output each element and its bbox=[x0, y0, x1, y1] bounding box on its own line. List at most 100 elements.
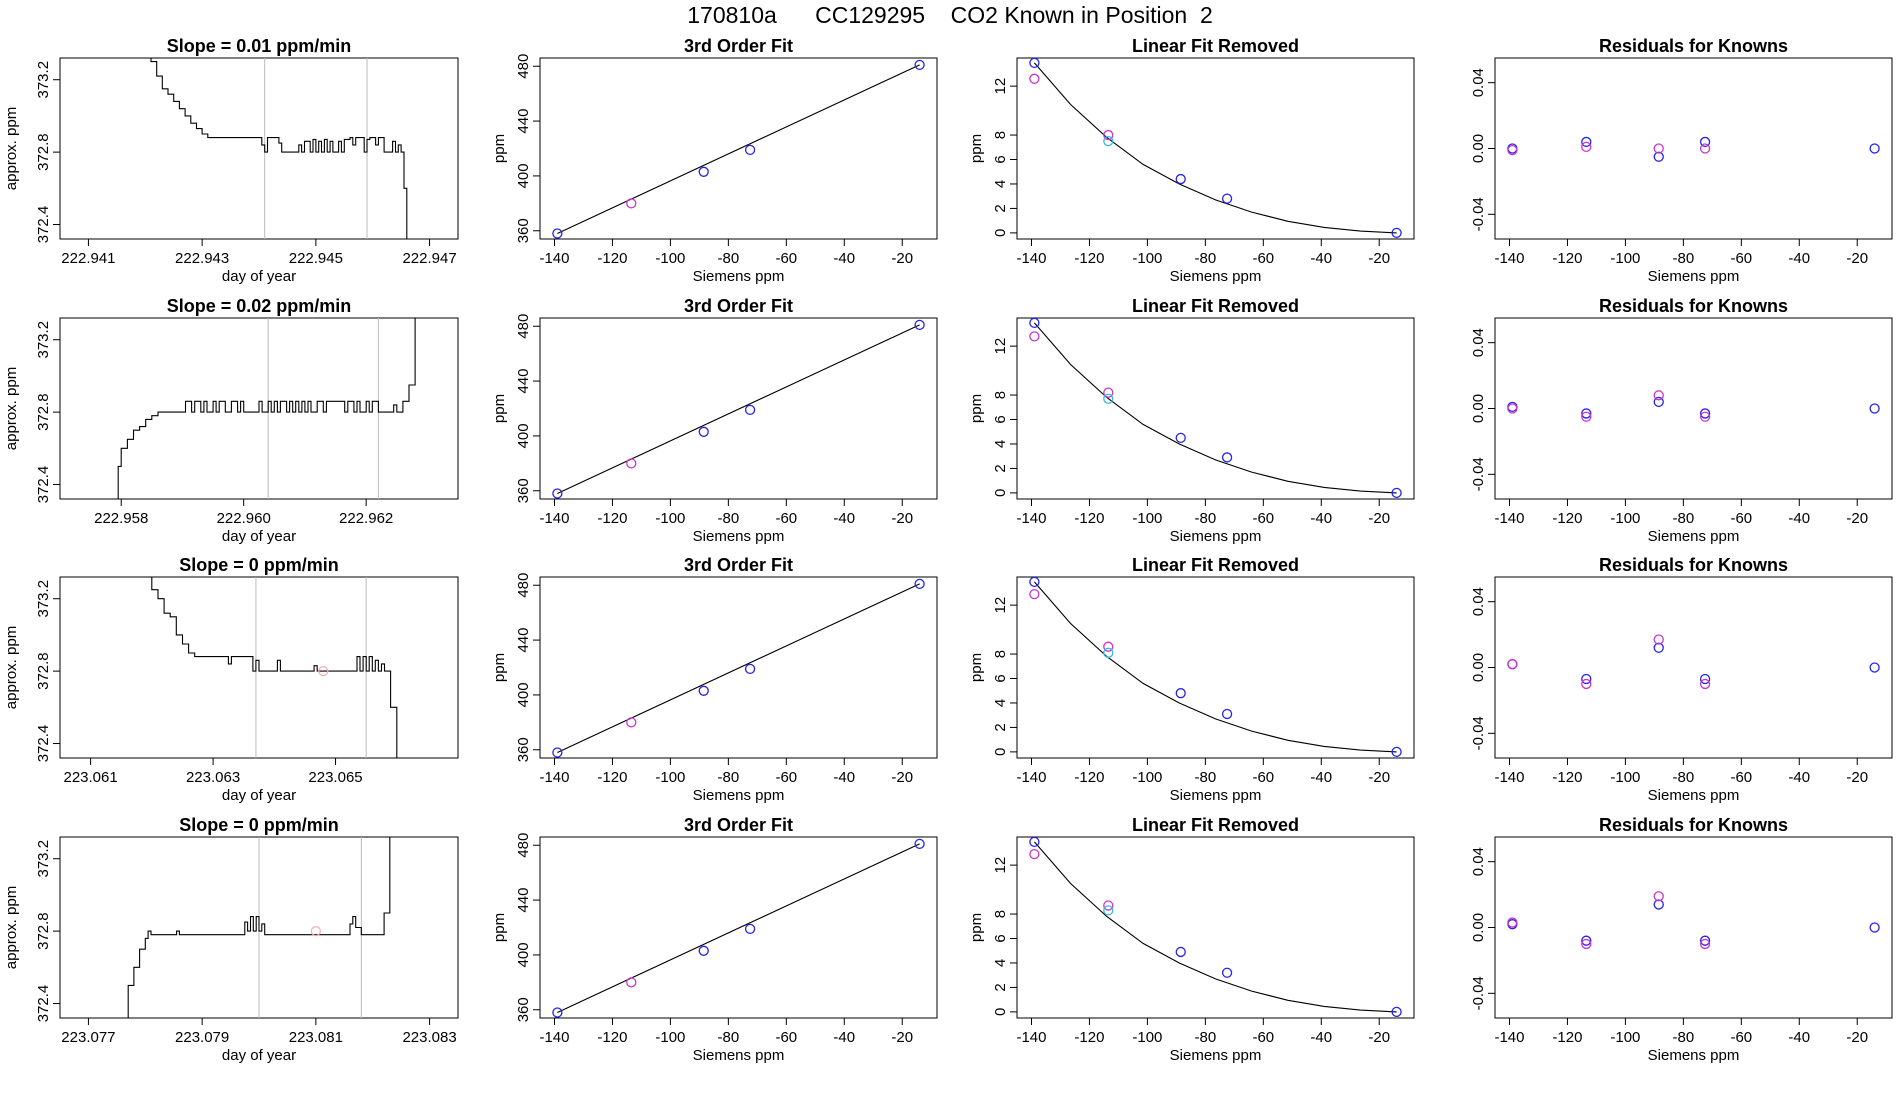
y-tick-label: 440 bbox=[515, 888, 532, 913]
x-tick-label: -80 bbox=[1195, 250, 1217, 267]
x-tick-label: 222.947 bbox=[402, 250, 456, 267]
y-tick-label: 4 bbox=[992, 440, 1009, 448]
data-point-blue bbox=[1699, 136, 1711, 148]
data-point-blue bbox=[1221, 708, 1233, 720]
x-axis-label: day of year bbox=[222, 528, 296, 545]
x-tick-label: 223.065 bbox=[308, 769, 362, 786]
y-tick-label: 12 bbox=[992, 597, 1009, 614]
panel-3-4: Residuals for Knowns -140 -120 -100 -80 -60 -4… bbox=[1470, 555, 1893, 804]
y-axis-label: ppm bbox=[491, 394, 508, 423]
x-tick-label: -100 bbox=[1132, 510, 1162, 527]
panel-title: Slope = 0.02 ppm/min bbox=[167, 296, 352, 316]
data-point-magenta bbox=[1581, 411, 1592, 422]
panel-title: Residuals for Knowns bbox=[1599, 36, 1788, 56]
x-tick-label: -140 bbox=[539, 1029, 569, 1046]
data-point-blue bbox=[1699, 673, 1711, 685]
panel-3-1: Slope = 0 ppm/min 223.061 223.063 223.065 da… bbox=[3, 555, 459, 804]
panel-title: 3rd Order Fit bbox=[684, 555, 793, 575]
plot-frame bbox=[1016, 317, 1415, 500]
x-tick-label: -100 bbox=[1132, 1029, 1162, 1046]
plot-area bbox=[1507, 136, 1880, 162]
x-tick-label: -60 bbox=[1730, 769, 1752, 786]
panel-4-2: 3rd Order Fit -140 -120 -100 -80 -60 -40 -20 Sie… bbox=[491, 815, 938, 1064]
x-tick-label: -40 bbox=[1310, 1029, 1332, 1046]
plot-frame bbox=[539, 576, 938, 759]
y-tick-label: 0 bbox=[992, 489, 1009, 497]
x-axis-label: day of year bbox=[222, 268, 296, 285]
data-point-blue bbox=[1653, 642, 1664, 653]
page-title: 170810a CC129295 CO2 Known in Position 2 bbox=[687, 2, 1213, 28]
x-tick-label: -60 bbox=[1730, 250, 1752, 267]
y-tick-label: 0.04 bbox=[1470, 587, 1487, 616]
data-point-cyan bbox=[1103, 393, 1114, 404]
data-point-blue bbox=[1175, 946, 1186, 958]
y-tick-label: 373.2 bbox=[35, 580, 52, 618]
plot-area bbox=[1029, 318, 1402, 499]
x-tick-label: -20 bbox=[891, 510, 913, 527]
data-point-blue bbox=[1581, 673, 1592, 685]
series-line bbox=[127, 837, 391, 1018]
data-point-blue bbox=[1175, 432, 1186, 444]
y-tick-label: 2 bbox=[992, 204, 1009, 212]
y-tick-label: 0.04 bbox=[1470, 847, 1487, 876]
panel-2-2: 3rd Order Fit -140 -120 -100 -80 -60 -40 -20 Sie… bbox=[491, 296, 938, 545]
y-tick-label: -0.04 bbox=[1470, 976, 1487, 1010]
plot-area bbox=[1029, 58, 1402, 239]
y-tick-label: 440 bbox=[515, 628, 532, 653]
x-tick-label: -60 bbox=[775, 1029, 797, 1046]
x-tick-label: -20 bbox=[891, 1029, 913, 1046]
x-tick-label: -100 bbox=[1610, 510, 1640, 527]
data-point-cyan bbox=[1103, 136, 1114, 147]
plot-area bbox=[552, 319, 925, 499]
panel-title: Linear Fit Removed bbox=[1132, 555, 1299, 575]
data-point-blue bbox=[552, 747, 563, 758]
x-axis-label: day of year bbox=[222, 787, 296, 804]
x-tick-label: -20 bbox=[1846, 510, 1868, 527]
y-axis-label: ppm bbox=[968, 913, 985, 942]
x-tick-label: -20 bbox=[1368, 250, 1390, 267]
x-tick-label: -120 bbox=[1074, 1029, 1104, 1046]
y-tick-label: 373.2 bbox=[35, 61, 52, 99]
y-tick-label: 6 bbox=[992, 674, 1009, 682]
panel-1-2: 3rd Order Fit -140 -120 -100 -80 -60 -40 -20 Sie… bbox=[491, 36, 938, 285]
data-point-blue bbox=[1653, 899, 1664, 910]
y-tick-label: 6 bbox=[992, 415, 1009, 423]
x-tick-label: -60 bbox=[775, 769, 797, 786]
panel-title: Slope = 0 ppm/min bbox=[179, 815, 339, 835]
panel-4-4: Residuals for Knowns -140 -120 -100 -80 -60 -4… bbox=[1470, 815, 1893, 1064]
plot-frame bbox=[1016, 836, 1415, 1019]
plot-area bbox=[552, 838, 925, 1018]
data-point-blue bbox=[1869, 143, 1880, 154]
data-point-blue bbox=[914, 319, 925, 331]
x-tick-label: -80 bbox=[1195, 769, 1217, 786]
data-point-magenta bbox=[1653, 634, 1664, 645]
x-tick-label: -120 bbox=[1074, 510, 1104, 527]
y-tick-label: 8 bbox=[992, 391, 1009, 399]
data-point-blue bbox=[1391, 227, 1402, 239]
x-tick-label: -20 bbox=[891, 769, 913, 786]
y-tick-label: 372.4 bbox=[35, 466, 52, 504]
y-axis-label: ppm bbox=[968, 653, 985, 682]
plot-area bbox=[127, 837, 391, 1018]
x-tick-label: -120 bbox=[597, 250, 627, 267]
x-tick-label: -120 bbox=[1074, 250, 1104, 267]
y-tick-label: 0.00 bbox=[1470, 913, 1487, 942]
x-tick-label: -80 bbox=[718, 250, 740, 267]
y-tick-label: 6 bbox=[992, 155, 1009, 163]
data-point-blue bbox=[1581, 136, 1592, 148]
y-tick-label: -0.04 bbox=[1470, 457, 1487, 491]
plot-frame bbox=[1494, 57, 1893, 240]
plot-area bbox=[1507, 634, 1880, 690]
y-tick-label: 400 bbox=[515, 682, 532, 707]
fit-curve bbox=[557, 64, 920, 235]
x-tick-label: -80 bbox=[718, 510, 740, 527]
plot-frame bbox=[1494, 836, 1893, 1019]
data-point-blue bbox=[914, 838, 925, 850]
x-tick-label: 222.958 bbox=[94, 510, 148, 527]
x-tick-label: -140 bbox=[1494, 769, 1524, 786]
x-tick-label: -120 bbox=[1552, 1029, 1582, 1046]
data-point-blue bbox=[1391, 1006, 1402, 1018]
y-tick-label: 372.4 bbox=[35, 206, 52, 244]
x-tick-label: -60 bbox=[1730, 510, 1752, 527]
data-point-magenta bbox=[1103, 387, 1114, 398]
